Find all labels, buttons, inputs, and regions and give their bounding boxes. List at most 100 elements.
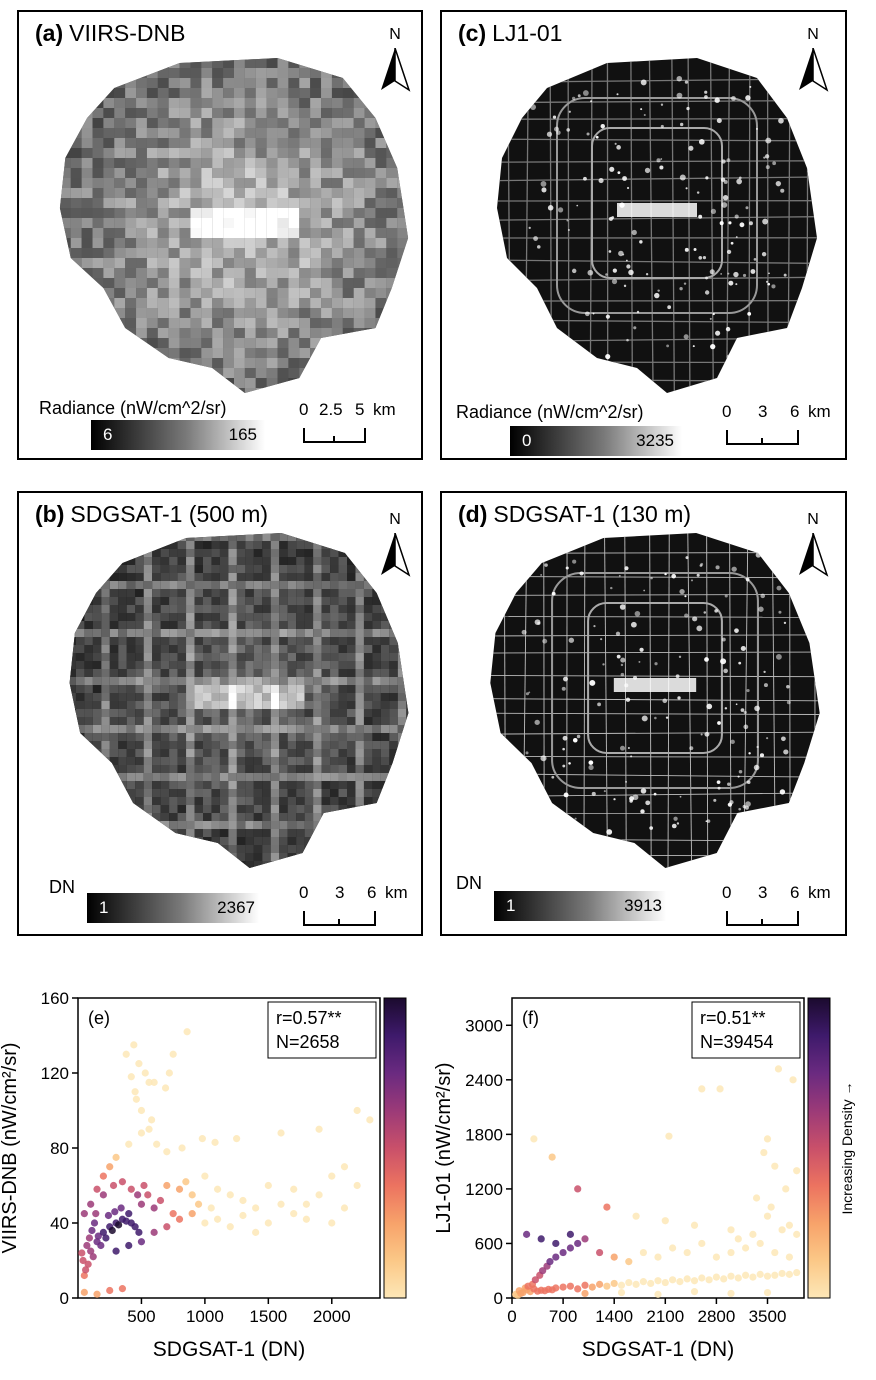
y-tick-label: 600 — [475, 1234, 503, 1253]
scatter-point — [140, 1181, 148, 1190]
scatter-point — [353, 1106, 361, 1115]
map-panel-a: (a) VIIRS-DNB N Radiance (nW/cm^2/sr) 6 1… — [17, 10, 423, 460]
scatter-point — [546, 1258, 554, 1266]
scatter-point — [302, 1215, 311, 1223]
scatter-point — [145, 1125, 153, 1133]
scale-label-0: 0 — [722, 883, 732, 902]
scatter-point — [137, 1106, 146, 1115]
scatter-point — [581, 1289, 589, 1298]
scatter-point — [290, 1185, 298, 1193]
ramp-max-label: 3235 — [636, 431, 674, 450]
scatter-point — [125, 1140, 133, 1148]
scatter-point — [353, 1181, 361, 1190]
x-tick-label: 2800 — [697, 1307, 735, 1326]
scale-label-3: km — [385, 883, 408, 902]
scatter-point — [574, 1239, 582, 1248]
scatter-point — [137, 1238, 146, 1246]
x-tick-label: 2000 — [313, 1307, 351, 1326]
scatter-point — [530, 1135, 538, 1143]
scatter-point — [82, 1266, 90, 1274]
scatter-point — [85, 1234, 94, 1242]
y-axis-label: LJ1-01 (nW/cm²/sr) — [433, 1062, 455, 1233]
scatter-point — [201, 1219, 209, 1227]
scatter-point — [789, 1076, 797, 1084]
scale-label-0: 0 — [722, 402, 732, 421]
scatter-point — [647, 1279, 655, 1288]
scatter-point — [252, 1204, 260, 1212]
north-label: N — [807, 511, 819, 528]
scatter-point — [559, 1248, 567, 1257]
map-panel-b: (b) SDGSAT-1 (500 m) N DN 1 2367 0 3 6 km — [17, 491, 423, 936]
y-tick-label: 80 — [50, 1139, 69, 1158]
y-tick-label: 2400 — [465, 1071, 503, 1090]
scatter-point — [88, 1226, 96, 1235]
scatter-point — [80, 1288, 88, 1296]
scatter-point — [252, 1228, 260, 1236]
scatter-point — [175, 1215, 184, 1223]
scatter-point — [340, 1163, 349, 1171]
scatter-point — [661, 1217, 669, 1225]
north-label: N — [389, 26, 401, 43]
scatter-point — [771, 1271, 779, 1279]
scatter-point — [211, 1138, 219, 1146]
scatter-point — [610, 1279, 618, 1288]
scatter-point — [106, 1286, 114, 1295]
scatter-point — [639, 1278, 647, 1286]
scatter-point — [213, 1215, 222, 1223]
scatter-point — [749, 1273, 757, 1281]
scatter-point — [793, 1230, 801, 1238]
scatter-point — [188, 1210, 196, 1218]
scatter-point — [144, 1191, 152, 1199]
panel-title: (a) VIIRS-DNB — [35, 20, 185, 47]
scatter-point — [94, 1232, 102, 1240]
scale-label-0: 0 — [299, 883, 309, 902]
density-colorbar — [383, 997, 407, 1299]
scatter-point — [793, 1167, 801, 1175]
scatter-point — [127, 1185, 135, 1193]
scatter-point — [153, 1140, 161, 1148]
scatter-point — [539, 1267, 547, 1275]
scatter-point — [690, 1288, 699, 1296]
scatter-point — [213, 1185, 222, 1193]
scatter-point — [566, 1230, 574, 1238]
panel-title: (d) SDGSAT-1 (130 m) — [458, 501, 691, 528]
panel-label: (f) — [522, 1008, 539, 1028]
y-tick-label: 1200 — [465, 1180, 503, 1199]
scale-label-1: 2.5 — [319, 400, 343, 419]
scatter-point — [654, 1253, 662, 1261]
scatter-point — [698, 1274, 706, 1282]
scale-label-1: 3 — [335, 883, 345, 902]
scatter-point — [277, 1200, 285, 1208]
scatter-point — [115, 1221, 123, 1229]
scale-bar: 0 3 6 km — [722, 402, 842, 452]
scatter-point — [137, 1129, 146, 1137]
y-tick-label: 3000 — [465, 1016, 503, 1035]
scatter-point — [175, 1185, 184, 1193]
panel-label: (c) — [458, 20, 487, 46]
scatter-point — [161, 1084, 170, 1092]
legend-title: Radiance (nW/cm^2/sr) — [456, 402, 644, 422]
north-arrow-icon: N — [797, 26, 829, 92]
x-tick-label: 1000 — [186, 1307, 224, 1326]
map-panel-c: (c) LJ1-01 N Radiance (nW/cm^2/sr) 0 3235… — [440, 10, 847, 460]
scatter-point — [264, 1181, 272, 1190]
scale-label-2: 5 — [355, 400, 365, 419]
scatter-point — [625, 1278, 633, 1287]
scatter-point — [537, 1235, 545, 1243]
scatter-point — [574, 1285, 582, 1293]
scatter-point — [552, 1253, 560, 1261]
scatter-point — [742, 1244, 750, 1252]
scatter-point — [117, 1204, 125, 1212]
x-tick-label: 2100 — [646, 1307, 684, 1326]
scatter-point — [198, 1135, 206, 1143]
scatter-point — [92, 1210, 100, 1218]
scatter-point — [752, 1194, 761, 1202]
scatter-point — [596, 1280, 604, 1288]
x-tick-label: 3500 — [749, 1307, 787, 1326]
scatter-point — [771, 1162, 779, 1170]
scatter-point — [683, 1248, 691, 1257]
scatter-point — [774, 1065, 783, 1073]
scatter-point — [302, 1200, 311, 1208]
scatter-point — [683, 1275, 691, 1283]
scatter-point — [698, 1239, 706, 1248]
